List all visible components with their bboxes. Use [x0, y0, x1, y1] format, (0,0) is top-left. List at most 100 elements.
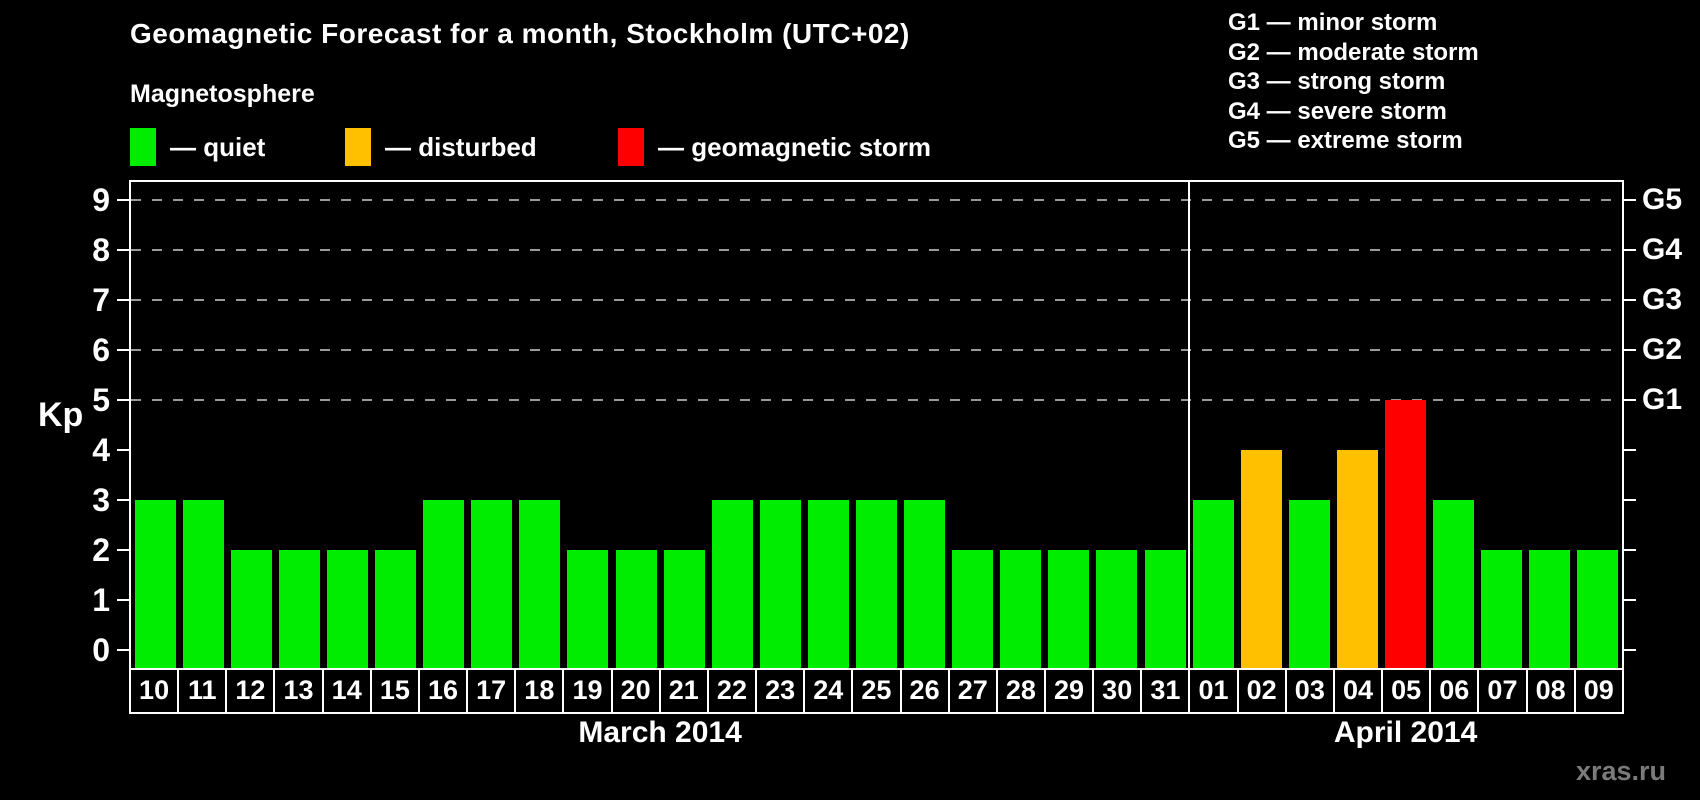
- date-axis: 10 11 12 13 14 15 16 17 18 19 20 21 22 23 24 25 26 27 28 29…: [129, 668, 1624, 714]
- quiet-swatch-icon: [130, 128, 156, 166]
- date-cell-12: 12: [225, 668, 276, 714]
- date-cell-07: 07: [1477, 668, 1528, 714]
- kp-bar-05: [1385, 400, 1427, 668]
- right-tick-6: [1624, 349, 1636, 351]
- legend-item-storm: — geomagnetic storm: [618, 126, 931, 168]
- right-tick-3: [1624, 499, 1636, 501]
- page-title: Geomagnetic Forecast for a month, Stockh…: [130, 18, 910, 49]
- kp-bar-29: [1048, 550, 1090, 668]
- date-cell-29: 29: [1043, 668, 1095, 714]
- right-tick-0: [1624, 649, 1636, 651]
- date-cell-16: 16: [417, 668, 469, 714]
- plot-area: [129, 180, 1624, 670]
- date-cell-24: 24: [803, 668, 854, 714]
- disturbed-swatch-icon: [345, 128, 371, 166]
- date-cell-18: 18: [514, 668, 565, 714]
- left-tick-4: [117, 449, 129, 451]
- storm-scale-g3: G3 — strong storm: [1228, 68, 1446, 95]
- kp-bar-28: [1000, 550, 1042, 668]
- right-axis-label-g4: G4: [1642, 233, 1683, 266]
- date-cell-26: 26: [899, 668, 950, 714]
- left-tick-5: [117, 399, 129, 401]
- date-cell-20: 20: [610, 668, 661, 714]
- kp-bar-21: [663, 550, 705, 668]
- left-tick-3: [117, 499, 129, 501]
- storm-scale-g2: G2 — moderate storm: [1228, 38, 1479, 66]
- storm-scale-g1: G1 — minor storm: [1228, 9, 1438, 36]
- kp-bar-03: [1288, 500, 1330, 668]
- y-axis-title: Kp: [38, 396, 84, 434]
- left-tick-8: [117, 249, 129, 251]
- right-tick-8: [1624, 249, 1636, 251]
- gridline-kp-9: [131, 199, 1622, 201]
- right-tick-4: [1624, 449, 1636, 451]
- legend-item-disturbed: — disturbed: [345, 126, 537, 168]
- storm-swatch-icon: [618, 128, 644, 166]
- legend-disturbed-label: — disturbed: [385, 131, 537, 162]
- kp-bar-31: [1144, 550, 1186, 668]
- kp-bar-25: [856, 500, 897, 668]
- date-cell-25: 25: [851, 668, 902, 714]
- legend-storm-label: — geomagnetic storm: [658, 131, 932, 162]
- kp-bar-17: [471, 500, 513, 668]
- kp-bar-02: [1240, 450, 1282, 668]
- date-cell-10: 10: [129, 668, 180, 714]
- kp-bar-09: [1577, 550, 1619, 668]
- left-tick-7: [117, 299, 129, 301]
- date-cell-27: 27: [947, 668, 998, 714]
- date-cell-28: 28: [995, 668, 1046, 714]
- storm-scale-legend: G1 — minor storm G2 — moderate storm G3 …: [1228, 8, 1479, 156]
- legend-quiet-label: — quiet: [170, 131, 266, 162]
- y-axis-label-4: 4: [92, 432, 110, 468]
- kp-bar-15: [375, 550, 417, 668]
- kp-bar-04: [1336, 450, 1378, 668]
- date-cell-02: 02: [1236, 668, 1287, 714]
- gridline-kp-6: [131, 349, 1622, 351]
- bar-color-legend: — quiet — disturbed — geomagnetic storm: [130, 126, 1030, 168]
- kp-bar-18: [519, 500, 561, 668]
- kp-bar-20: [615, 550, 657, 668]
- date-cell-03: 03: [1284, 668, 1335, 714]
- y-axis-label-1: 1: [92, 582, 110, 618]
- right-tick-7: [1624, 299, 1636, 301]
- date-cell-09: 09: [1573, 668, 1624, 714]
- date-cell-19: 19: [562, 668, 613, 714]
- y-axis-label-7: 7: [92, 282, 110, 318]
- kp-bar-10: [134, 500, 176, 668]
- gridline-kp-5: [131, 399, 1622, 401]
- kp-bar-11: [182, 500, 224, 668]
- date-cell-01: 01: [1188, 668, 1239, 714]
- right-axis-label-g2: G2: [1642, 333, 1683, 366]
- right-axis-label-g3: G3: [1642, 283, 1683, 316]
- y-axis-label-6: 6: [92, 332, 110, 368]
- right-tick-5: [1624, 399, 1636, 401]
- right-tick-1: [1624, 599, 1636, 601]
- y-axis-label-3: 3: [92, 482, 110, 518]
- date-cell-06: 06: [1429, 668, 1480, 714]
- right-tick-9: [1624, 199, 1636, 201]
- y-axis-label-9: 9: [92, 182, 110, 218]
- kp-bar-26: [904, 500, 946, 668]
- date-cell-17: 17: [466, 668, 517, 714]
- kp-bar-27: [952, 550, 994, 668]
- kp-bar-30: [1096, 550, 1138, 668]
- month-label-march: March 2014: [578, 716, 742, 749]
- left-tick-1: [117, 599, 129, 601]
- gridline-kp-7: [131, 299, 1622, 301]
- date-cell-05: 05: [1381, 668, 1432, 714]
- right-tick-2: [1624, 549, 1636, 551]
- gridline-kp-8: [131, 249, 1622, 251]
- date-cell-11: 11: [177, 668, 228, 714]
- right-axis-label-g1: G1: [1642, 383, 1683, 416]
- kp-bar-22: [711, 500, 753, 668]
- kp-bar-19: [567, 550, 609, 668]
- month-label-april: April 2014: [1333, 716, 1478, 749]
- kp-bar-07: [1481, 550, 1523, 668]
- kp-bar-08: [1529, 550, 1571, 668]
- storm-scale-g4: G4 — severe storm: [1228, 97, 1447, 125]
- date-cell-08: 08: [1525, 668, 1576, 714]
- kp-bar-23: [759, 500, 801, 668]
- kp-bar-13: [278, 550, 320, 668]
- kp-bar-01: [1192, 500, 1234, 668]
